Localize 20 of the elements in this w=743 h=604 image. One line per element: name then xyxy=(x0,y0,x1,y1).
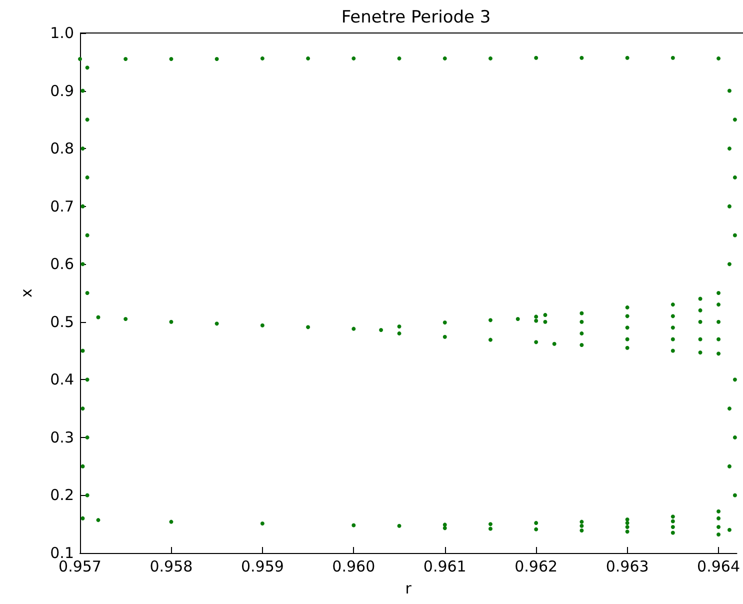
y-tick-label: 0.6 xyxy=(50,255,74,274)
y-tick-label: 0.2 xyxy=(50,486,74,504)
x-tick-label: 0.959 xyxy=(240,558,284,576)
x-axis-title: r xyxy=(405,580,412,598)
x-tick-label: 0.958 xyxy=(150,558,193,576)
y-tick-label: 0.4 xyxy=(50,370,74,389)
y-tick-label: 0.7 xyxy=(50,197,74,216)
x-tick-label: 0.961 xyxy=(423,558,466,576)
y-tick-label: 0.5 xyxy=(50,312,74,331)
x-tick-label: 0.962 xyxy=(514,558,558,576)
x-tick-label: 0.963 xyxy=(606,558,649,576)
y-tick-label: 0.3 xyxy=(50,428,74,446)
y-tick-label: 0.9 xyxy=(50,82,74,100)
x-tick-label: 0.957 xyxy=(58,558,102,576)
y-axis-title: x xyxy=(18,288,36,298)
y-tick-label: 1.0 xyxy=(50,24,74,42)
y-tick-label: 0.8 xyxy=(50,140,74,158)
x-tick-label: 0.960 xyxy=(332,558,376,576)
chart-title: Fenetre Periode 3 xyxy=(341,8,491,28)
x-tick-label: 0.964 xyxy=(697,558,740,576)
